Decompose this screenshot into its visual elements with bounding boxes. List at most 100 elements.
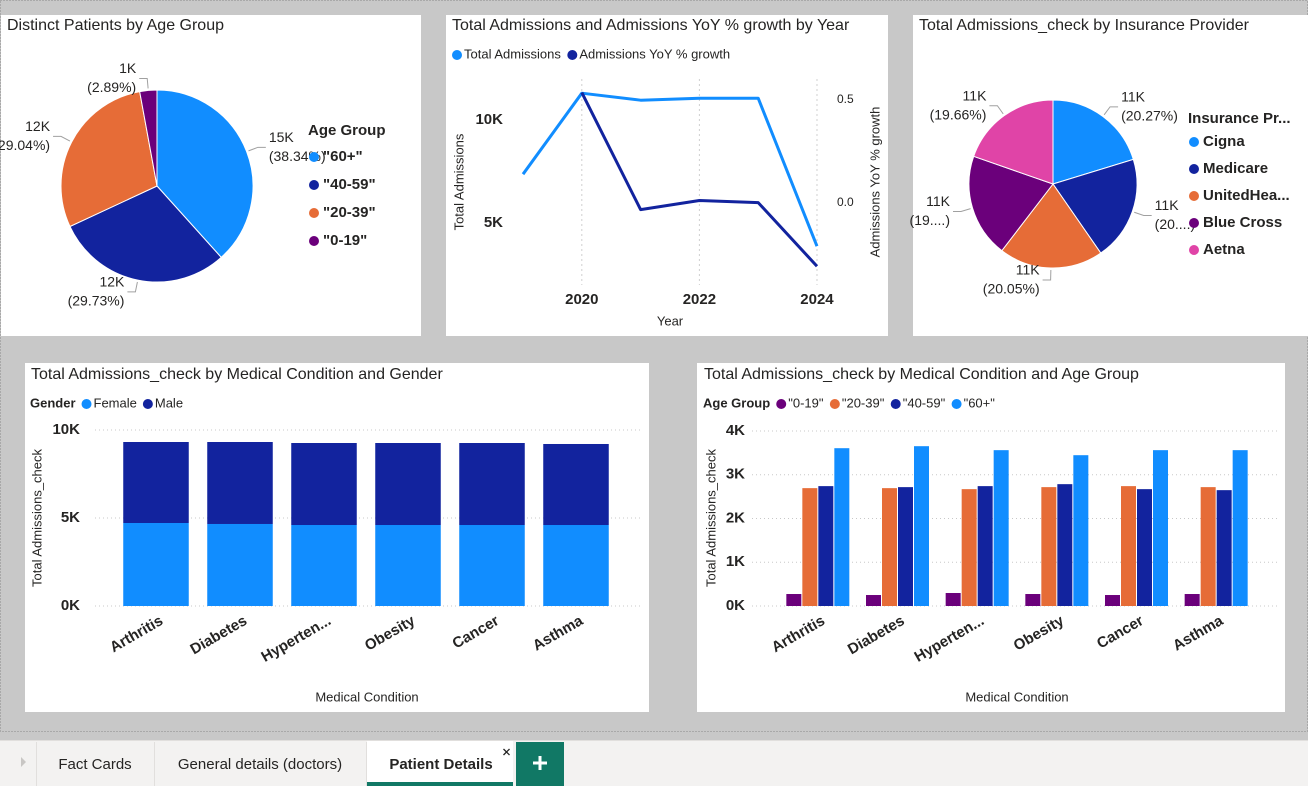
add-icon [533, 756, 547, 770]
data-label: 11K [926, 193, 951, 209]
leader-line [1103, 106, 1119, 116]
bar [818, 486, 834, 606]
data-label: (29.04%) [0, 137, 50, 153]
legend-label: "60+" [964, 395, 996, 410]
active-tab[interactable] [367, 741, 513, 786]
bar [543, 525, 609, 606]
bar [1105, 595, 1120, 606]
leader-line [139, 77, 149, 89]
y-tick-label: 4K [726, 422, 745, 439]
canvas-border [0, 0, 1308, 732]
legend-label: Blue Cross [1203, 214, 1282, 231]
bar [1184, 594, 1200, 606]
bar [977, 486, 993, 606]
legend-marker [829, 399, 840, 409]
pie-slice [1001, 183, 1102, 269]
bar [834, 448, 850, 606]
tab-label[interactable]: Patient Details [389, 756, 492, 773]
y-tick-label: 3K [726, 466, 745, 483]
pie-slice [156, 89, 254, 259]
legend-marker [81, 399, 92, 409]
legend-title: Gender [30, 395, 76, 410]
bar [898, 487, 913, 606]
pie-slice [1052, 158, 1138, 254]
y-tick-label: 10K [475, 111, 503, 128]
bar [1200, 487, 1216, 606]
legend-marker [309, 236, 319, 246]
leader-line [1042, 269, 1052, 281]
legend-label: Aetna [1203, 241, 1245, 258]
y-tick-label: 2K [726, 509, 745, 526]
bar [123, 442, 189, 523]
leader-line [989, 105, 1004, 115]
legend-label: "0-19" [788, 395, 824, 410]
x-axis-label: Medical Condition [315, 689, 418, 704]
legend-label: "20-39" [323, 204, 376, 221]
legend-marker [890, 399, 901, 409]
legend-label: Total Admissions [464, 46, 561, 61]
data-label: (20....) [1155, 216, 1195, 232]
bar [993, 450, 1009, 606]
x-axis-label: Medical Condition [965, 689, 1068, 704]
legend-title: Insurance Pr... [1188, 110, 1291, 127]
y2-tick-label: 0.5 [837, 92, 854, 106]
data-label: 11K [1121, 89, 1146, 105]
bar [1137, 489, 1152, 606]
data-label: (20.27%) [1121, 108, 1178, 124]
bar [543, 443, 609, 526]
legend-marker [142, 399, 153, 409]
legend-label: Medicare [1203, 160, 1268, 177]
legend-label: "0-19" [323, 232, 367, 249]
data-label: 12K [25, 118, 51, 134]
legend-label: "40-59" [903, 395, 946, 410]
panel [446, 15, 888, 336]
leader-line [953, 208, 971, 212]
bar [945, 593, 961, 606]
bar [207, 523, 273, 606]
bar [375, 443, 441, 526]
chart-title: Total Admissions and Admissions YoY % gr… [452, 17, 850, 34]
pie-slice [1052, 99, 1134, 185]
tab-label[interactable]: General details (doctors) [178, 756, 342, 773]
y-tick-label: 5K [61, 509, 80, 526]
legend-marker [1189, 137, 1199, 147]
legend-label: UnitedHea... [1203, 187, 1290, 204]
bar [291, 525, 357, 606]
bar [882, 488, 897, 606]
legend-label: Female [94, 395, 137, 410]
chart-title: Total Admissions_check by Insurance Prov… [919, 17, 1250, 34]
legend-label: "40-59" [323, 176, 376, 193]
bar [1232, 450, 1248, 606]
tab-label[interactable]: Fact Cards [58, 756, 131, 773]
bar [961, 489, 977, 606]
data-label: (20.05%) [983, 281, 1040, 297]
chart-title: Total Admissions_check by Medical Condit… [704, 366, 1139, 383]
legend-marker [309, 180, 319, 190]
data-label: 1K [119, 60, 137, 76]
bar [1073, 455, 1089, 606]
legend-title: Age Group [703, 395, 770, 410]
x-tick-label: 2022 [683, 291, 716, 308]
y-tick-label: 0K [726, 597, 745, 614]
tab-scroll-arrow[interactable] [21, 757, 26, 767]
legend-label: Male [155, 395, 183, 410]
bar [459, 525, 525, 606]
bar [1121, 486, 1136, 606]
legend-marker [309, 208, 319, 218]
bar [1216, 490, 1232, 606]
bar [1057, 484, 1073, 606]
legend-label: "60+" [323, 148, 363, 165]
data-label: 15K [269, 129, 295, 145]
pie-slice [968, 155, 1054, 252]
y2-tick-label: 0.0 [837, 195, 854, 209]
bar [291, 443, 357, 526]
bar [375, 525, 441, 606]
data-label: 11K [963, 87, 988, 103]
legend-marker [951, 399, 962, 409]
tab-close[interactable] [503, 748, 510, 756]
legend-marker [309, 152, 319, 162]
legend-marker [1189, 245, 1199, 255]
data-label: (2.89%) [87, 79, 136, 95]
bar [866, 595, 881, 606]
y-axis-label: Total Admissions [451, 133, 466, 230]
